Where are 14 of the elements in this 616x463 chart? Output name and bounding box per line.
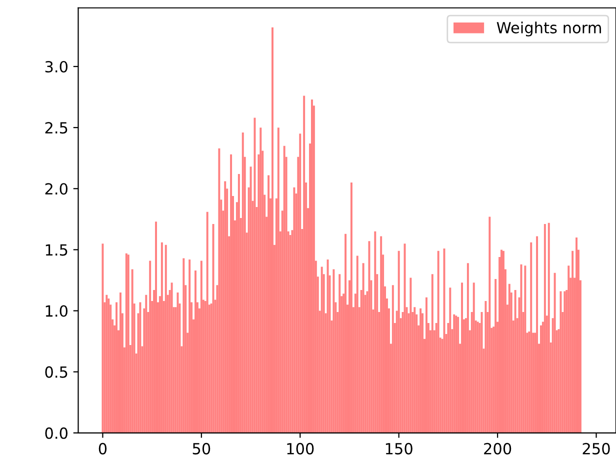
x-tick-label: 50 bbox=[192, 442, 210, 454]
y-tick-label: 2.5 bbox=[45, 122, 68, 134]
y-tick-label: 3.0 bbox=[45, 60, 68, 73]
legend-label: Weights norm bbox=[496, 22, 601, 36]
x-tick-label: 200 bbox=[484, 442, 512, 454]
x-tick-label: 150 bbox=[386, 442, 412, 454]
y-tick-label: 2.0 bbox=[45, 183, 68, 195]
y-tick-label: 0.0 bbox=[45, 427, 68, 439]
x-tick-label: 250 bbox=[582, 442, 610, 454]
y-tick-label: 0.5 bbox=[45, 366, 68, 378]
y-tick-label: 1.5 bbox=[46, 244, 68, 256]
x-tick-label: 100 bbox=[287, 442, 314, 454]
x-tick-label: 0 bbox=[98, 442, 107, 454]
y-tick-label: 1.0 bbox=[46, 305, 68, 317]
